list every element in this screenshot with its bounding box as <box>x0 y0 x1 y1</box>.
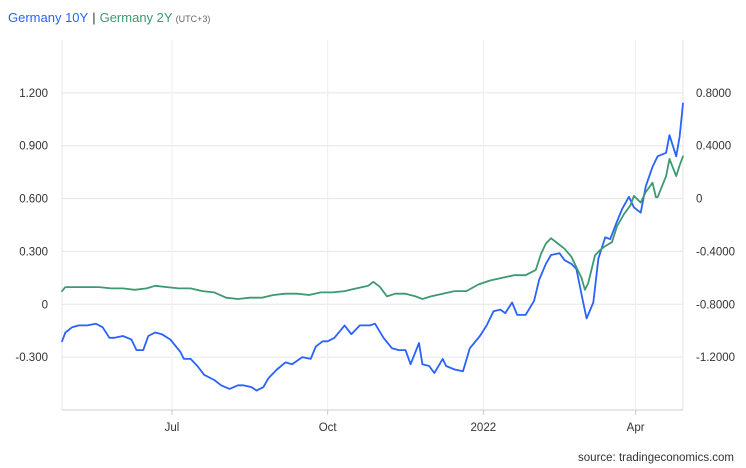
right-tick-label-4: -0.8000 <box>696 299 735 311</box>
left-tick-label-5: -0.300 <box>15 352 48 364</box>
x-tick-label-0: Jul <box>165 422 180 434</box>
right-tick-label-1: 0.4000 <box>696 141 731 153</box>
right-tick-label-5: -1.2000 <box>696 352 735 364</box>
left-tick-label-3: 0.300 <box>19 246 48 258</box>
left-tick-label-2: 0.600 <box>19 194 48 206</box>
right-tick-label-2: 0 <box>696 194 702 206</box>
right-tick-label-3: -0.4000 <box>696 246 735 258</box>
left-tick-label-4: 0 <box>42 299 48 311</box>
left-tick-label-1: 0.900 <box>19 141 48 153</box>
legend-separator: | <box>92 10 96 25</box>
x-tick-label-1: Oct <box>319 422 338 434</box>
source-credit: source: tradingeconomics.com <box>578 452 734 464</box>
legend-item-germany-10y[interactable]: Germany 10Y <box>8 10 89 25</box>
series-line-germany-10y <box>61 102 684 392</box>
chart-legend: Germany 10Y | Germany 2Y (UTC+3) <box>8 10 210 25</box>
x-tick-label-2: 2022 <box>471 422 497 434</box>
legend-item-germany-2y[interactable]: Germany 2Y <box>99 10 173 25</box>
legend-timezone: (UTC+3) <box>175 14 211 24</box>
series-line-germany-2y <box>61 155 684 300</box>
x-tick-label-3: Apr <box>627 422 645 434</box>
left-tick-label-0: 1.200 <box>19 88 48 100</box>
right-tick-label-0: 0.8000 <box>696 88 731 100</box>
